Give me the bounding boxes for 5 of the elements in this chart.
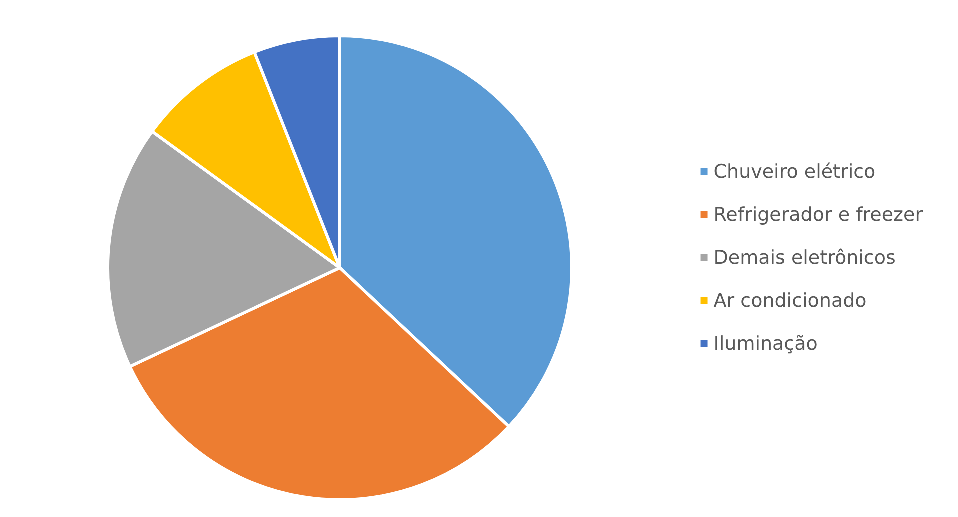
legend-label: Refrigerador e freezer — [714, 204, 924, 226]
legend-label: Demais eletrônicos — [714, 247, 896, 269]
legend-label: Chuveiro elétrico — [714, 161, 876, 183]
legend-label: Ar condicionado — [714, 290, 867, 312]
legend-label: Iluminação — [714, 333, 818, 355]
